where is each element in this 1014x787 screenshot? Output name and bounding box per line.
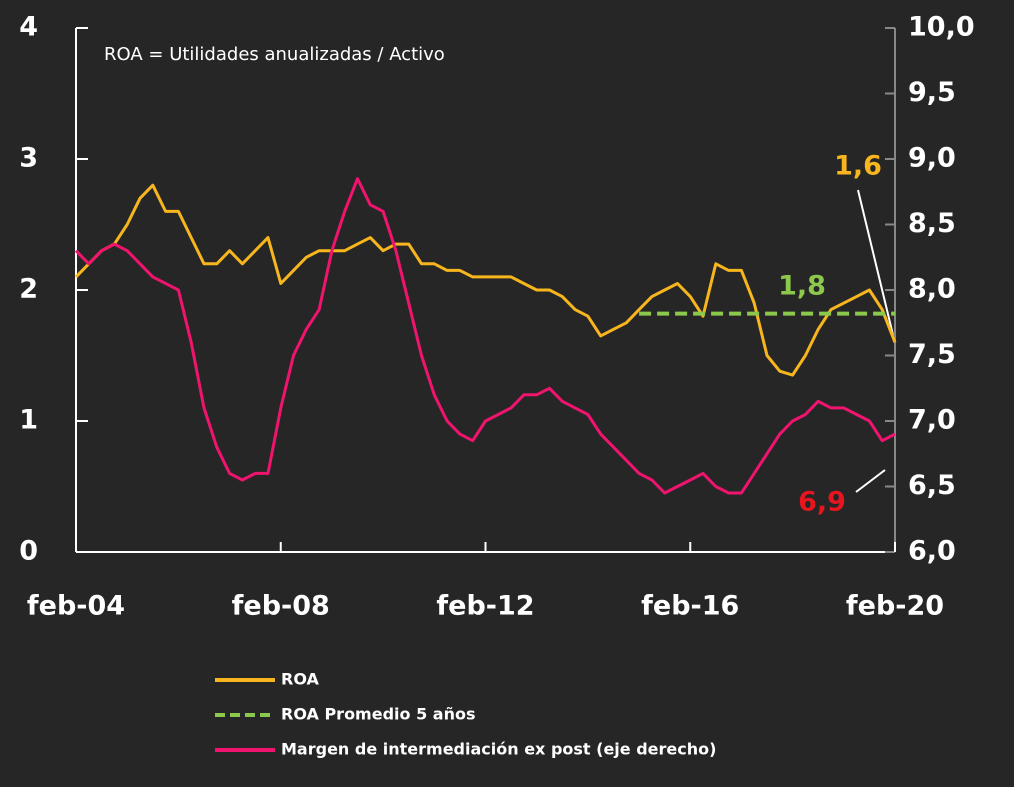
y-tick-label: 1: [19, 405, 38, 436]
y2-tick-label: 7,5: [908, 339, 956, 370]
x-tick-label: feb-16: [641, 591, 739, 622]
annotation: 1,8: [778, 271, 826, 302]
y2-tick-label: 6,5: [908, 470, 956, 501]
legend-label: ROA: [281, 670, 319, 689]
legend-label: ROA Promedio 5 años: [281, 705, 475, 724]
y-tick-label: 2: [19, 274, 38, 305]
y2-tick-label: 6,0: [908, 536, 956, 567]
y-tick-label: 0: [19, 536, 38, 567]
annotation: 6,9: [798, 487, 846, 518]
y2-tick-label: 8,0: [908, 274, 956, 305]
series-line: [74, 177, 896, 495]
y2-tick-label: 9,0: [908, 143, 956, 174]
y2-tick-label: 10,0: [908, 12, 975, 43]
x-tick-label: feb-08: [232, 591, 330, 622]
y2-tick-label: 9,5: [908, 77, 956, 108]
x-tick-label: feb-04: [27, 591, 125, 622]
chart-note: ROA = Utilidades anualizadas / Activo: [104, 44, 445, 65]
series-line: [74, 183, 897, 377]
leader-line: [857, 189, 894, 336]
y-tick-label: 3: [19, 143, 38, 174]
y2-tick-label: 8,5: [908, 208, 956, 239]
x-tick-label: feb-12: [436, 591, 534, 622]
legend-label: Margen de intermediación ex post (eje de…: [281, 740, 716, 759]
y2-tick-label: 7,0: [908, 405, 956, 436]
annotation: 1,6: [834, 151, 882, 182]
x-tick-label: feb-20: [846, 591, 944, 622]
leader-line: [855, 469, 886, 493]
y-tick-label: 4: [19, 12, 38, 43]
